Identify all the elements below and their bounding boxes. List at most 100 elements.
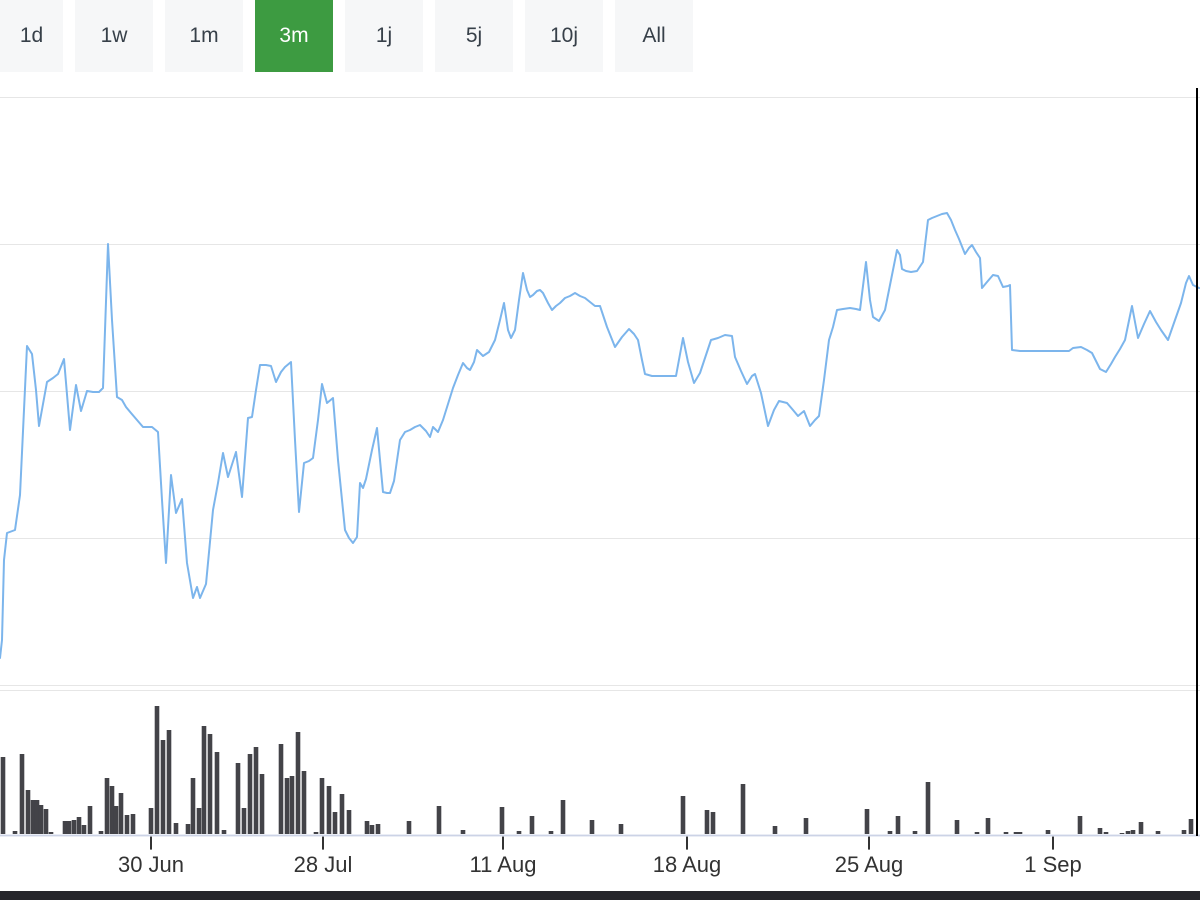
- volume-bar: [710, 812, 716, 834]
- volume-bar: [81, 825, 87, 834]
- volume-bar: [499, 807, 505, 834]
- volume-bar: [332, 812, 338, 834]
- volume-bar: [912, 831, 918, 834]
- volume-bar: [364, 821, 370, 834]
- volume-bar: [201, 726, 207, 834]
- volume-bar: [130, 814, 136, 834]
- volume-bar: [295, 732, 301, 834]
- x-axis-label: 11 Aug: [470, 852, 537, 877]
- volume-bar: [1097, 828, 1103, 834]
- volume-bar: [247, 754, 253, 834]
- volume-bar: [118, 793, 124, 834]
- volume-bar: [1181, 830, 1187, 834]
- volume-bar: [375, 824, 381, 834]
- volume-bar: [124, 815, 130, 834]
- volume-bar: [113, 806, 119, 834]
- volume-bar: [974, 832, 980, 834]
- range-button-5j[interactable]: 5j: [435, 0, 513, 72]
- x-axis-tick: [686, 836, 688, 850]
- volume-bar: [241, 808, 247, 834]
- volume-bar: [369, 825, 375, 834]
- volume-bar: [25, 790, 31, 834]
- volume-bar: [71, 820, 77, 834]
- volume-bar: [0, 757, 6, 834]
- volume-bar: [48, 832, 54, 834]
- x-axis-tick: [1052, 836, 1054, 850]
- volume-bar: [62, 821, 68, 834]
- price-line-series: [0, 212, 1200, 659]
- cursor-line: [1196, 88, 1198, 836]
- range-button-1m[interactable]: 1m: [165, 0, 243, 72]
- volume-bar: [154, 706, 160, 834]
- volume-bar: [1003, 832, 1009, 834]
- volume-bar: [704, 810, 710, 834]
- volume-bar: [12, 831, 18, 834]
- volume-bar: [207, 734, 213, 834]
- volume-bar: [66, 821, 72, 834]
- volume-bar: [109, 786, 115, 834]
- x-axis-tick: [868, 836, 870, 850]
- volume-bar: [214, 752, 220, 834]
- volume-bar: [516, 831, 522, 834]
- volume-bar: [1045, 830, 1051, 834]
- volume-bar: [160, 740, 166, 834]
- volume-bar: [190, 778, 196, 834]
- x-axis-line: [0, 834, 1200, 837]
- volume-bar: [406, 821, 412, 834]
- volume-bar: [954, 820, 960, 834]
- volume-bar: [887, 831, 893, 834]
- volume-bar: [1188, 819, 1194, 834]
- volume-bar: [196, 808, 202, 834]
- x-axis-label: 28 Jul: [294, 852, 353, 877]
- volume-bar: [319, 778, 325, 834]
- x-axis-label: 30 Jun: [118, 852, 184, 877]
- volume-bar: [548, 831, 554, 834]
- range-button-10j[interactable]: 10j: [525, 0, 603, 72]
- volume-bar: [38, 805, 44, 834]
- volume-bar: [346, 810, 352, 834]
- volume-bar: [1103, 832, 1109, 834]
- volume-bar: [740, 784, 746, 834]
- volume-bar: [235, 763, 241, 834]
- volume-bar: [87, 806, 93, 834]
- volume-bar: [803, 818, 809, 834]
- volume-bar: [339, 794, 345, 834]
- x-axis-label: 25 Aug: [835, 852, 904, 877]
- volume-bar: [76, 817, 82, 834]
- volume-bar: [460, 830, 466, 834]
- range-button-1j[interactable]: 1j: [345, 0, 423, 72]
- range-button-1d[interactable]: 1d: [0, 0, 63, 72]
- volume-bar: [618, 824, 624, 834]
- x-axis-tick: [322, 836, 324, 850]
- volume-bar: [895, 816, 901, 834]
- volume-bar: [589, 820, 595, 834]
- volume-bar: [98, 831, 104, 834]
- volume-bar: [301, 771, 307, 834]
- volume-bar: [680, 796, 686, 834]
- range-button-1w[interactable]: 1w: [75, 0, 153, 72]
- volume-bar: [1013, 832, 1019, 834]
- volume-bar: [1077, 816, 1083, 834]
- volume-bar: [284, 778, 290, 834]
- volume-bar: [1130, 830, 1136, 834]
- volume-bar: [30, 800, 36, 834]
- range-button-3m[interactable]: 3m: [255, 0, 333, 72]
- volume-bar: [925, 782, 931, 834]
- volume-bar: [313, 832, 319, 834]
- volume-bar: [148, 808, 154, 834]
- x-axis-tick: [150, 836, 152, 850]
- range-button-All[interactable]: All: [615, 0, 693, 72]
- volume-bar: [529, 816, 535, 834]
- volume-bar: [772, 826, 778, 834]
- volume-bar: [560, 800, 566, 834]
- volume-bar: [864, 809, 870, 834]
- volume-bar: [326, 786, 332, 834]
- volume-bar: [985, 818, 991, 834]
- volume-bar: [1017, 832, 1023, 834]
- x-axis-tick: [502, 836, 504, 850]
- volume-bar: [1119, 833, 1125, 834]
- volume-bar: [1155, 831, 1161, 834]
- range-selector-toolbar: 1d 1w 1m 3m 1j 5j 10j All: [0, 0, 1200, 72]
